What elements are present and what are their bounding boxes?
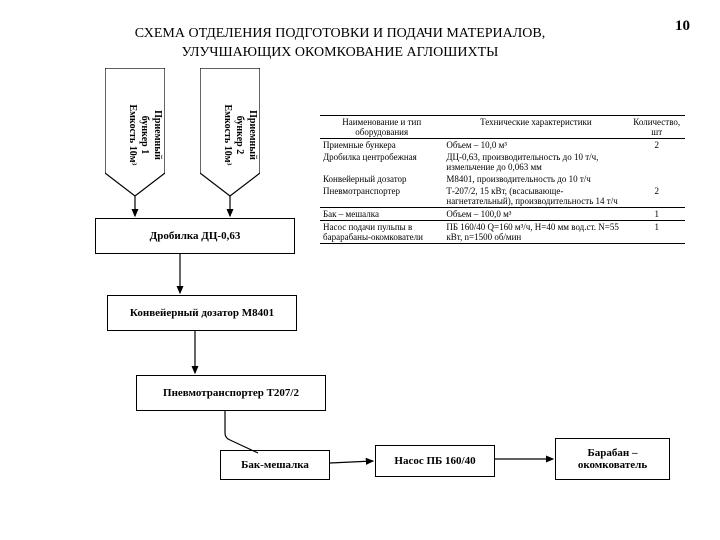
hopper-1: Приемный бункер 1 Емкость 10м³ [105, 68, 165, 198]
hopper2-label-l1: Приемный [247, 110, 258, 160]
box-mixer: Бак-мешалка [220, 450, 330, 480]
spec-h2: Технические характеристики [443, 116, 628, 139]
hopper1-label-l1: Приемный [152, 110, 163, 160]
hopper-2: Приемный бункер 2 Емкость 10м³ [200, 68, 260, 198]
box-doser: Конвейерный дозатор М8401 [107, 295, 297, 331]
box-pump: Насос ПБ 160/40 [375, 445, 495, 477]
spec-row: Приемные бункера Объем – 10,0 м³ 2 [320, 139, 685, 152]
spec-row: Бак – мешалка Объем – 100,0 м³ 1 [320, 208, 685, 221]
title-line1: СХЕМА ОТДЕЛЕНИЯ ПОДГОТОВКИ И ПОДАЧИ МАТЕ… [135, 26, 545, 41]
spec-row: Дробилка центробежная ДЦ-0,63, производи… [320, 151, 685, 173]
diagram-title: СХЕМА ОТДЕЛЕНИЯ ПОДГОТОВКИ И ПОДАЧИ МАТЕ… [80, 25, 600, 63]
page-number: 10 [675, 18, 690, 35]
box-drum: Барабан – окомкователь [555, 438, 670, 480]
box-crusher: Дробилка ДЦ-0,63 [95, 218, 295, 254]
box-drum-l2: окомкователь [578, 459, 647, 471]
spec-row: Конвейерный дозатор М8401, производитель… [320, 173, 685, 185]
spec-h3: Количество, шт [628, 116, 685, 139]
spec-row: Насос подачи пульпы в барарабаны-окомков… [320, 221, 685, 244]
hopper2-label-l3: Емкость 10м³ [222, 104, 233, 165]
hopper1-label-l3: Емкость 10м³ [127, 104, 138, 165]
spec-header-row: Наименование и тип оборудования Техничес… [320, 116, 685, 139]
spec-h1: Наименование и тип оборудования [320, 116, 443, 139]
title-line2: УЛУЧШАЮЩИХ ОКОМКОВАНИЕ АГЛОШИХТЫ [182, 45, 499, 60]
spec-row: Пневмотранспортер Т-207/2, 15 кВт, (всас… [320, 185, 685, 208]
box-drum-l1: Барабан – [588, 447, 638, 459]
spec-table: Наименование и тип оборудования Техничес… [320, 115, 685, 244]
hopper2-label-l2: бункер 2 [235, 116, 246, 154]
box-pneumo: Пневмотранспортер Т207/2 [136, 375, 326, 411]
hopper1-label-l2: бункер 1 [140, 116, 151, 154]
